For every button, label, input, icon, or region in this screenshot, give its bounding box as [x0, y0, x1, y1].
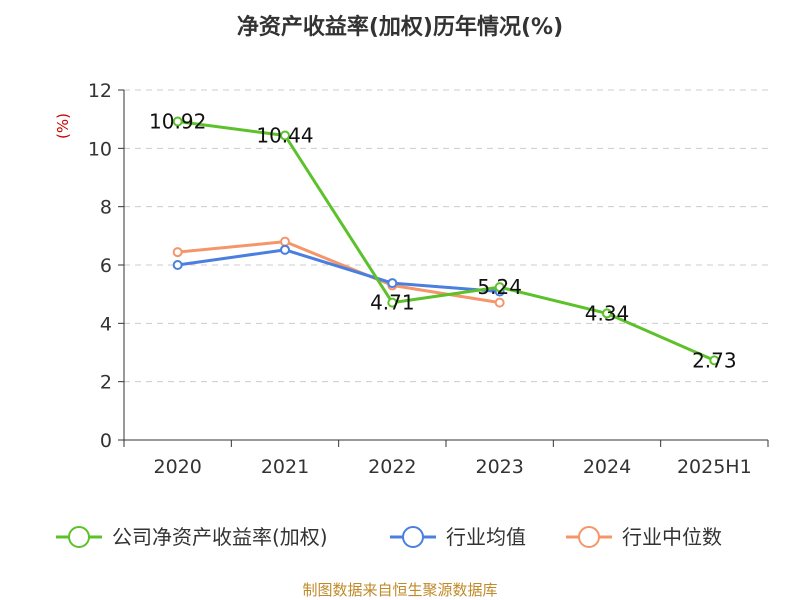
- legend-item: 公司净资产收益率(加权): [56, 525, 328, 549]
- legend: 公司净资产收益率(加权) 行业均值 行业中位数: [56, 525, 722, 549]
- legend-marker: [68, 526, 90, 548]
- data-point: [280, 244, 290, 255]
- data-point: [709, 355, 720, 366]
- grid: [124, 89, 768, 383]
- x-tick-label: 2021: [261, 456, 309, 478]
- legend-item: 行业中位数: [566, 525, 722, 549]
- data-point: [387, 278, 398, 289]
- data-point: [172, 260, 183, 270]
- y-tick-label: 8: [100, 197, 112, 219]
- series-group: [172, 116, 720, 366]
- data-label: 10.92: [149, 110, 206, 134]
- data-point: [172, 247, 183, 258]
- y-tick-label: 2: [100, 372, 112, 394]
- y-tick-label: 4: [100, 313, 112, 335]
- data-point: [172, 116, 183, 127]
- series-1: [172, 244, 505, 297]
- data-point: [494, 282, 505, 293]
- series-line: [177, 248, 500, 294]
- series-2: [172, 236, 505, 308]
- legend-item: 行业均值: [390, 525, 526, 549]
- y-axis-label: (%): [54, 113, 72, 139]
- data-labels: 10.92 10.44 4.71 5.24 4.34 2.73: [149, 110, 737, 373]
- data-label: 2.73: [692, 348, 737, 372]
- data-point: [602, 308, 612, 319]
- data-label: 10.44: [256, 124, 313, 148]
- legend-marker: [402, 526, 424, 548]
- data-point: [387, 297, 398, 308]
- data-label: 5.24: [477, 275, 522, 299]
- y-tick-label: 6: [100, 255, 112, 277]
- series-line: [177, 120, 715, 362]
- x-tick-label: 2025H1: [677, 456, 752, 478]
- legend-marker: [578, 526, 600, 548]
- chart-title: 净资产收益率(加权)历年情况(%): [237, 14, 563, 40]
- data-point: [494, 297, 505, 308]
- y-ticks: 0 2 4 6 8 10 12: [88, 80, 124, 452]
- x-tick-label: 2023: [475, 456, 523, 478]
- y-tick-label: 0: [100, 430, 112, 452]
- data-point: [280, 236, 290, 247]
- legend-label: 行业均值: [446, 525, 526, 549]
- y-tick-label: 12: [88, 80, 112, 102]
- legend-label: 行业中位数: [622, 525, 722, 549]
- x-tick-label: 2024: [583, 456, 631, 478]
- x-tick-label: 2020: [153, 456, 201, 478]
- y-tick-label: 10: [88, 138, 112, 160]
- data-label: 4.34: [585, 301, 630, 325]
- data-point: [280, 130, 290, 141]
- x-tick-label: 2022: [368, 456, 416, 478]
- series-0: [172, 116, 720, 366]
- data-label: 4.71: [370, 291, 415, 315]
- legend-label: 公司净资产收益率(加权): [112, 525, 328, 549]
- x-ticks: 2020 2021 2022 2023 2024 2025H1: [123, 440, 769, 478]
- source-note: 制图数据来自恒生聚源数据库: [302, 581, 497, 599]
